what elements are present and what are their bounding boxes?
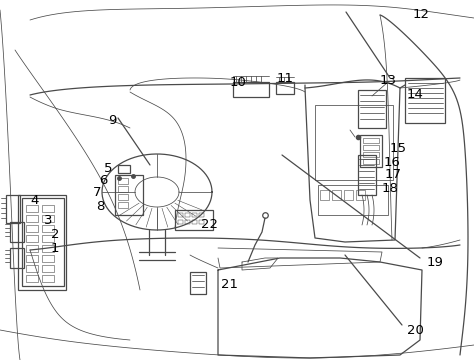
Bar [42, 255, 54, 262]
Bar [356, 190, 365, 200]
Bar [42, 275, 54, 282]
Bar [358, 90, 386, 128]
Bar [363, 152, 379, 157]
Bar [344, 190, 353, 200]
Text: 18: 18 [382, 181, 399, 194]
Bar [178, 213, 183, 217]
Bar [363, 159, 379, 164]
Bar [42, 245, 54, 252]
Text: 22: 22 [201, 219, 219, 231]
Bar [26, 215, 38, 222]
Bar [42, 235, 54, 242]
Text: 19: 19 [427, 256, 444, 269]
Text: 10: 10 [229, 77, 246, 90]
Text: 20: 20 [407, 324, 423, 337]
Bar [26, 225, 38, 232]
Bar [26, 255, 38, 262]
Bar [26, 205, 38, 212]
Bar [276, 82, 294, 94]
Bar [26, 235, 38, 242]
Bar [190, 272, 206, 294]
Text: 21: 21 [221, 279, 238, 292]
Bar [332, 190, 341, 200]
Bar [185, 220, 190, 224]
Text: 13: 13 [380, 73, 396, 86]
Bar [320, 190, 329, 200]
Text: 2: 2 [51, 229, 59, 242]
Bar [118, 194, 128, 200]
Bar [363, 138, 379, 143]
Bar [42, 205, 54, 212]
Text: 11: 11 [276, 72, 293, 85]
Bar [10, 222, 24, 242]
Bar [363, 145, 379, 150]
Bar [178, 220, 183, 224]
Bar [233, 82, 269, 97]
Bar [318, 185, 388, 215]
Bar [358, 155, 376, 195]
Bar [118, 202, 128, 208]
Bar [26, 275, 38, 282]
Bar [118, 186, 128, 192]
Text: 14: 14 [407, 89, 423, 102]
Bar [192, 220, 197, 224]
Bar [199, 220, 204, 224]
Text: 16: 16 [383, 157, 401, 170]
Bar [6, 195, 20, 223]
Bar [199, 213, 204, 217]
Text: 9: 9 [108, 113, 116, 126]
Bar [315, 105, 393, 180]
Bar [26, 245, 38, 252]
Text: 3: 3 [44, 213, 52, 226]
Bar [26, 265, 38, 272]
Bar [360, 135, 382, 167]
Text: 12: 12 [412, 9, 429, 22]
Text: 4: 4 [31, 194, 39, 207]
Text: 7: 7 [93, 186, 101, 199]
Text: 1: 1 [51, 242, 59, 255]
Bar [405, 78, 445, 123]
Bar [118, 165, 130, 173]
Bar [185, 213, 190, 217]
Bar [22, 198, 64, 286]
Bar [42, 215, 54, 222]
Text: 8: 8 [96, 201, 104, 213]
Bar [42, 225, 54, 232]
Bar [10, 248, 24, 268]
Bar [175, 210, 213, 230]
Text: 6: 6 [99, 174, 107, 186]
Text: 17: 17 [384, 168, 401, 181]
Bar [42, 265, 54, 272]
Bar [115, 175, 143, 215]
Bar [118, 178, 128, 184]
Bar [192, 213, 197, 217]
Text: 15: 15 [390, 141, 407, 154]
Bar [18, 195, 66, 290]
Text: 5: 5 [104, 162, 112, 175]
